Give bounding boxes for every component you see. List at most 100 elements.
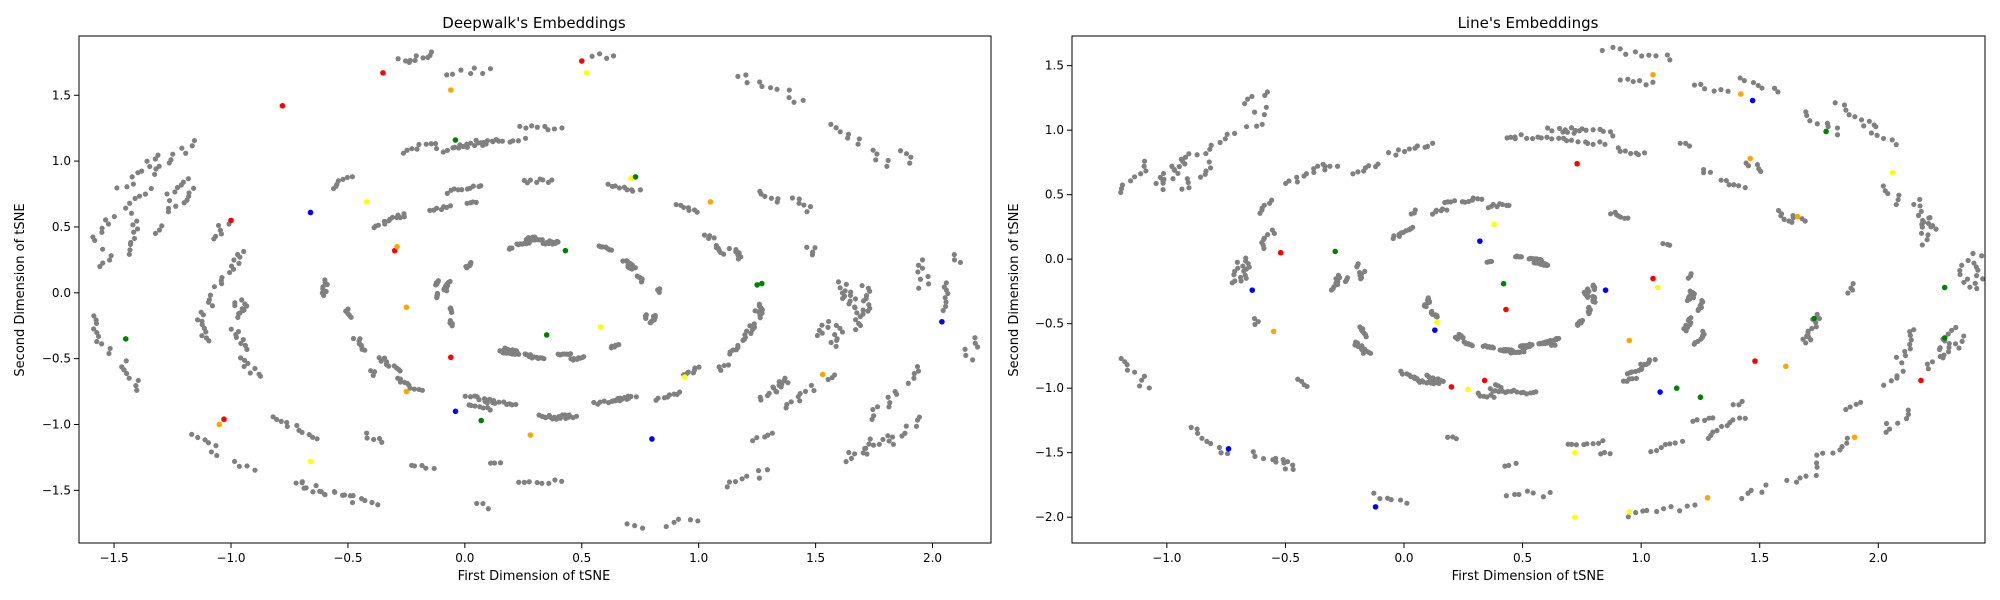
background-point	[1445, 434, 1451, 440]
background-point	[915, 262, 922, 268]
background-point	[1261, 112, 1267, 118]
background-point	[1814, 311, 1820, 318]
background-point	[1533, 389, 1539, 395]
background-point	[247, 370, 253, 376]
background-point	[1194, 152, 1200, 158]
background-point	[1484, 259, 1490, 265]
background-point	[1866, 118, 1872, 124]
background-point	[671, 519, 677, 525]
highlighted-point	[1602, 287, 1609, 293]
background-point	[1754, 162, 1761, 168]
background-point	[814, 332, 820, 339]
background-point	[299, 479, 305, 485]
background-point	[1803, 109, 1809, 115]
background-point	[1683, 322, 1689, 328]
background-point	[1224, 450, 1231, 457]
background-point	[148, 185, 154, 192]
background-point	[419, 387, 425, 393]
background-point	[1127, 178, 1134, 184]
background-point	[941, 284, 947, 290]
background-point	[1775, 89, 1781, 95]
highlighted-point	[1697, 394, 1704, 401]
background-point	[238, 340, 244, 346]
background-point	[1294, 174, 1300, 180]
background-point	[1786, 218, 1792, 224]
background-point	[257, 373, 264, 379]
background-point	[765, 432, 771, 438]
background-point	[1846, 112, 1852, 118]
background-point	[1607, 451, 1613, 457]
background-point	[1234, 259, 1240, 265]
background-point	[1610, 44, 1616, 50]
background-point	[1250, 449, 1256, 455]
background-point	[1953, 324, 1959, 331]
highlighted-point	[939, 318, 945, 325]
background-point	[294, 422, 300, 429]
background-point	[1171, 166, 1177, 173]
background-point	[102, 217, 109, 223]
x-axis-label: First Dimension of tSNE	[1452, 569, 1605, 584]
background-point	[1667, 441, 1673, 447]
background-point	[842, 288, 848, 294]
background-point	[123, 205, 129, 211]
background-point	[1524, 488, 1531, 494]
background-point	[757, 79, 763, 85]
background-point	[951, 257, 958, 263]
background-point	[853, 326, 859, 333]
background-point	[673, 201, 679, 208]
background-point	[539, 480, 545, 486]
background-point	[1646, 357, 1653, 363]
highlighted-point	[279, 102, 286, 109]
background-point	[534, 124, 540, 130]
background-point	[756, 301, 762, 307]
background-point	[1641, 150, 1648, 156]
background-point	[244, 463, 250, 469]
background-point	[1160, 180, 1166, 186]
background-point	[767, 85, 774, 91]
background-point	[231, 458, 238, 465]
background-point	[834, 336, 840, 342]
background-point	[1730, 402, 1736, 408]
y-tick-label: −0.5	[1035, 317, 1064, 331]
background-point	[832, 331, 838, 338]
background-point	[448, 187, 454, 193]
background-point	[652, 312, 658, 319]
background-point	[1363, 334, 1369, 340]
background-point	[725, 362, 732, 368]
background-point	[1886, 426, 1893, 432]
background-point	[1961, 333, 1967, 339]
background-point	[1430, 140, 1436, 146]
background-point	[1408, 211, 1414, 217]
background-point	[1575, 139, 1581, 145]
background-point	[1759, 85, 1765, 91]
background-point	[480, 405, 486, 411]
background-point	[744, 328, 750, 334]
background-point	[226, 269, 233, 276]
background-point	[215, 222, 222, 229]
background-point	[1793, 479, 1800, 485]
background-point	[837, 285, 843, 291]
background-point	[237, 355, 244, 361]
background-point	[1252, 453, 1258, 459]
x-tick-label: 0.0	[455, 551, 474, 565]
background-point	[1540, 494, 1547, 500]
background-point	[1254, 123, 1260, 129]
background-point	[1873, 124, 1879, 130]
background-point	[1290, 462, 1296, 468]
background-point	[855, 320, 862, 327]
highlighted-point	[1783, 363, 1789, 370]
y-tick-label: −1.0	[1035, 381, 1064, 395]
background-point	[551, 126, 557, 132]
background-point	[497, 460, 504, 466]
background-point	[1556, 335, 1562, 342]
background-point	[214, 452, 220, 459]
background-point	[456, 145, 462, 151]
background-point	[1907, 341, 1913, 348]
background-point	[1845, 290, 1851, 296]
background-point	[438, 206, 445, 213]
background-point	[1725, 88, 1731, 94]
background-point	[1186, 185, 1192, 191]
background-point	[1775, 207, 1782, 214]
background-point	[462, 393, 468, 399]
